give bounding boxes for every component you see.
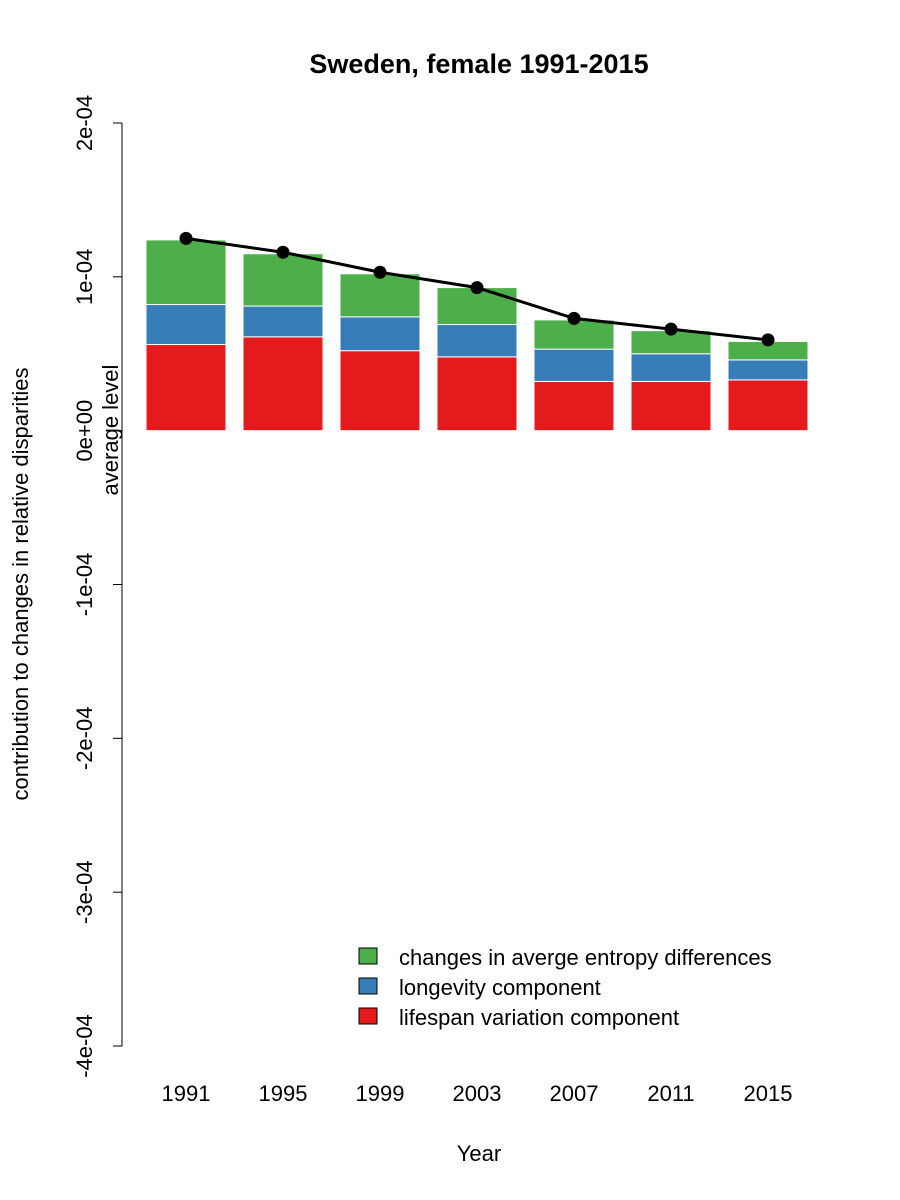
bar-segment bbox=[242, 305, 324, 338]
x-tick-label: 2011 bbox=[647, 1081, 694, 1106]
x-tick-label: 1991 bbox=[162, 1081, 211, 1106]
average-level-point bbox=[276, 245, 290, 259]
bar-segment bbox=[630, 380, 712, 432]
bar-segment bbox=[145, 239, 227, 306]
average-level-line-layer bbox=[179, 231, 775, 347]
bar-segment bbox=[242, 253, 324, 307]
legend-label: longevity component bbox=[399, 975, 601, 1000]
chart-title: Sweden, female 1991-2015 bbox=[309, 49, 648, 79]
bar-segment bbox=[727, 359, 809, 381]
bar-segment bbox=[339, 273, 421, 318]
y-tick-label: 2e-04 bbox=[72, 95, 97, 151]
legend-swatch bbox=[358, 947, 378, 965]
x-tick-label: 2007 bbox=[550, 1081, 599, 1106]
bars bbox=[145, 239, 809, 432]
legend-label: changes in averge entropy differences bbox=[399, 945, 772, 970]
average-level-point bbox=[373, 265, 387, 279]
bar-segment bbox=[436, 324, 518, 358]
legend-swatch bbox=[358, 977, 378, 995]
bar-segment bbox=[533, 380, 615, 432]
bar-segment bbox=[242, 336, 324, 432]
x-tick-label: 1995 bbox=[259, 1081, 308, 1106]
legend: changes in averge entropy differences lon… bbox=[358, 945, 772, 1030]
bar-segment bbox=[339, 316, 421, 352]
y-tick-label: -2e-04 bbox=[72, 707, 97, 771]
y-tick-label: 1e-04 bbox=[72, 249, 97, 305]
x-tick-label: 2003 bbox=[453, 1081, 502, 1106]
y-axis-label: contribution to changes in relative disp… bbox=[8, 368, 33, 801]
bar-segment bbox=[339, 350, 421, 432]
legend-label: lifespan variation component bbox=[399, 1005, 679, 1030]
x-tick-label: 2015 bbox=[744, 1081, 793, 1106]
average-level-point bbox=[664, 322, 678, 336]
bar-segment bbox=[727, 379, 809, 432]
bar-segment bbox=[145, 344, 227, 432]
y-tick-label: 0e+00 bbox=[72, 400, 97, 462]
y-axis: -4e-04 -3e-04 -2e-04 -1e-04 0e+00 1e-04 2e-04 bbox=[72, 95, 123, 1078]
x-axis-label: Year bbox=[457, 1141, 501, 1166]
bar-segment bbox=[630, 353, 712, 382]
secondary-y-axis-label: average level bbox=[98, 365, 123, 496]
average-level-point bbox=[179, 231, 193, 245]
legend-swatch bbox=[358, 1007, 378, 1025]
y-tick-label: -1e-04 bbox=[72, 553, 97, 617]
average-level-point bbox=[567, 311, 581, 325]
bar-segment bbox=[436, 356, 518, 432]
y-tick-label: -3e-04 bbox=[72, 860, 97, 924]
bar-segment bbox=[533, 348, 615, 382]
bar-segment bbox=[145, 304, 227, 346]
x-axis-ticks: 1991 1995 1999 2003 2007 2011 2015 bbox=[162, 1081, 793, 1106]
x-tick-label: 1999 bbox=[356, 1081, 405, 1106]
average-level-point bbox=[761, 333, 775, 347]
y-tick-label: -4e-04 bbox=[72, 1014, 97, 1078]
average-level-point bbox=[470, 281, 484, 295]
